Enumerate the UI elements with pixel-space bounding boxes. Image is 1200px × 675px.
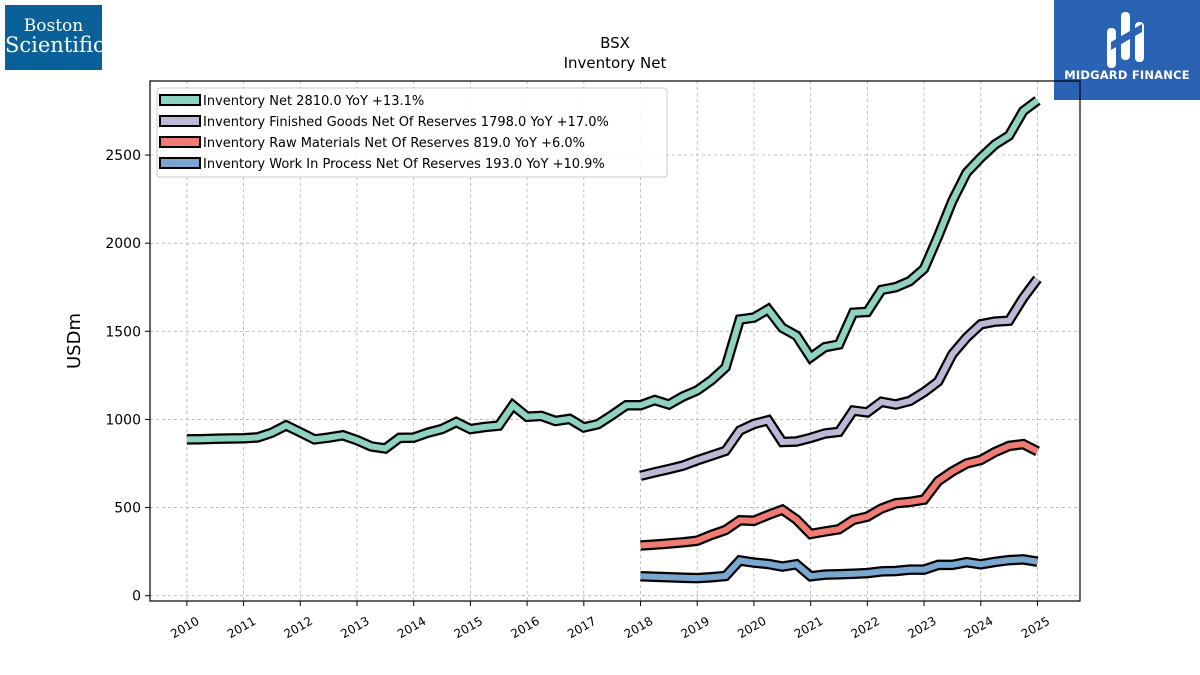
legend-swatch <box>159 115 201 127</box>
series-4 <box>640 554 1039 584</box>
legend-box <box>156 87 668 178</box>
series-2 <box>639 275 1042 481</box>
x-tick-label: 2015 <box>452 614 485 641</box>
axes-frame <box>149 80 1081 602</box>
series-2-line <box>639 277 1040 479</box>
company-logo: Boston Scientific <box>5 5 105 70</box>
brand-emblem-icon <box>1107 12 1144 68</box>
y-tick-label: 1000 <box>105 412 141 428</box>
legend-label: Inventory Raw Materials Net Of Reserves … <box>203 136 585 151</box>
x-tick-label: 2018 <box>622 614 655 641</box>
x-tick-label: 2010 <box>168 614 201 641</box>
y-tick-label: 0 <box>132 589 141 605</box>
x-tick-label: 2020 <box>735 614 768 641</box>
y-tick-label: 2500 <box>105 148 141 164</box>
series-2-outline <box>639 275 1042 481</box>
company-logo-line1: Boston <box>23 16 84 36</box>
x-tick-label: 2022 <box>849 614 882 641</box>
series-3 <box>640 438 1040 551</box>
x-tick-label: 2011 <box>225 614 258 641</box>
series-1 <box>186 96 1041 455</box>
chart-subtitle: Inventory Net <box>564 54 667 72</box>
x-tick-label: 2019 <box>678 614 711 641</box>
x-tick-label: 2021 <box>792 614 825 641</box>
legend-label: Inventory Net 2810.0 YoY +13.1% <box>203 94 424 109</box>
brand-logo: MIDGARD FINANCE <box>1054 0 1200 100</box>
x-tick-label: 2025 <box>1019 614 1052 641</box>
legend-swatch <box>159 94 201 106</box>
x-tick-label: 2017 <box>565 614 598 641</box>
y-tick-label: 2000 <box>105 236 141 252</box>
brand-name: MIDGARD FINANCE <box>1064 68 1190 82</box>
plot-area <box>186 96 1042 584</box>
x-tick-label: 2013 <box>338 614 371 641</box>
series-3-line <box>640 441 1039 549</box>
x-tick-label: 2016 <box>508 614 541 641</box>
company-logo-line2: Scientific <box>5 33 105 57</box>
legend-swatch <box>159 136 201 148</box>
x-tick-label: 2014 <box>395 614 428 641</box>
x-tick-label: 2023 <box>905 614 938 641</box>
series-4-line <box>640 556 1038 582</box>
x-tick-label: 2024 <box>962 614 995 641</box>
y-tick-label: 500 <box>114 501 141 517</box>
legend-swatch <box>159 157 201 169</box>
y-axis-label: USDm <box>64 313 85 369</box>
chart-title: BSX <box>600 34 630 52</box>
y-tick-label: 1500 <box>105 324 141 340</box>
legend-label: Inventory Work In Process Net Of Reserve… <box>203 157 605 172</box>
legend: Inventory Net 2810.0 YoY +13.1% Inventory… <box>156 87 668 178</box>
x-tick-label: 2012 <box>282 614 315 641</box>
series-1-line <box>186 97 1040 452</box>
legend-label: Inventory Finished Goods Net Of Reserves… <box>203 115 609 130</box>
